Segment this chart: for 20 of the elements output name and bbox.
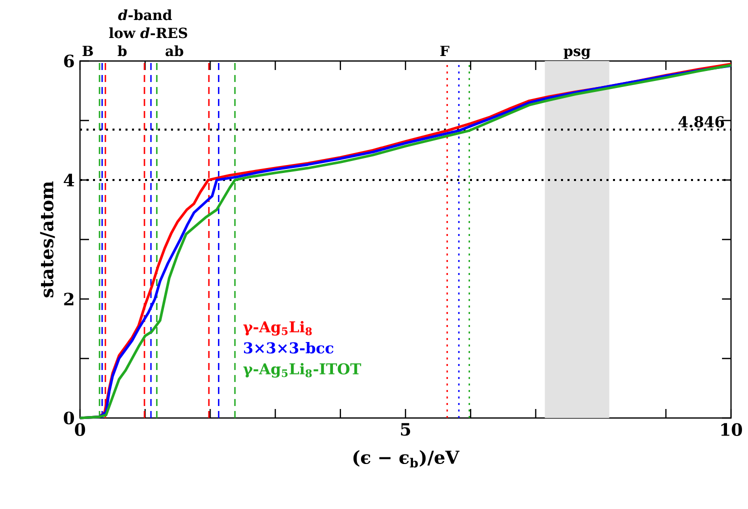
text: low d-RES [109,27,188,38]
y-tick-label: 4 [64,174,74,186]
text: γ-Ag$_{5}$Li$_{8}$ [243,320,312,336]
text: b [118,45,127,56]
text: ab [166,45,184,56]
x-axis-title: (ϵ − ϵ$_{b}$)/eV [353,450,460,468]
x-tick-label: 0 [74,423,86,436]
text: F [440,46,450,56]
text: γ-Ag$_{5}$Li$_{8}$-ITOT [243,362,362,378]
text: d-band [118,9,172,20]
y-tick-label: 2 [64,292,74,306]
text: B [82,46,93,56]
y-axis-title: states/atom [40,181,55,298]
y-tick-label: 6 [64,54,74,68]
ref-line-label: 4.846 [678,116,724,128]
text: 3×3×3-bcc [244,342,334,354]
band-label: psg [564,48,590,60]
y-tick-label: 0 [64,412,74,424]
x-tick-label: 10 [721,423,742,436]
x-tick-label: 5 [401,423,410,436]
